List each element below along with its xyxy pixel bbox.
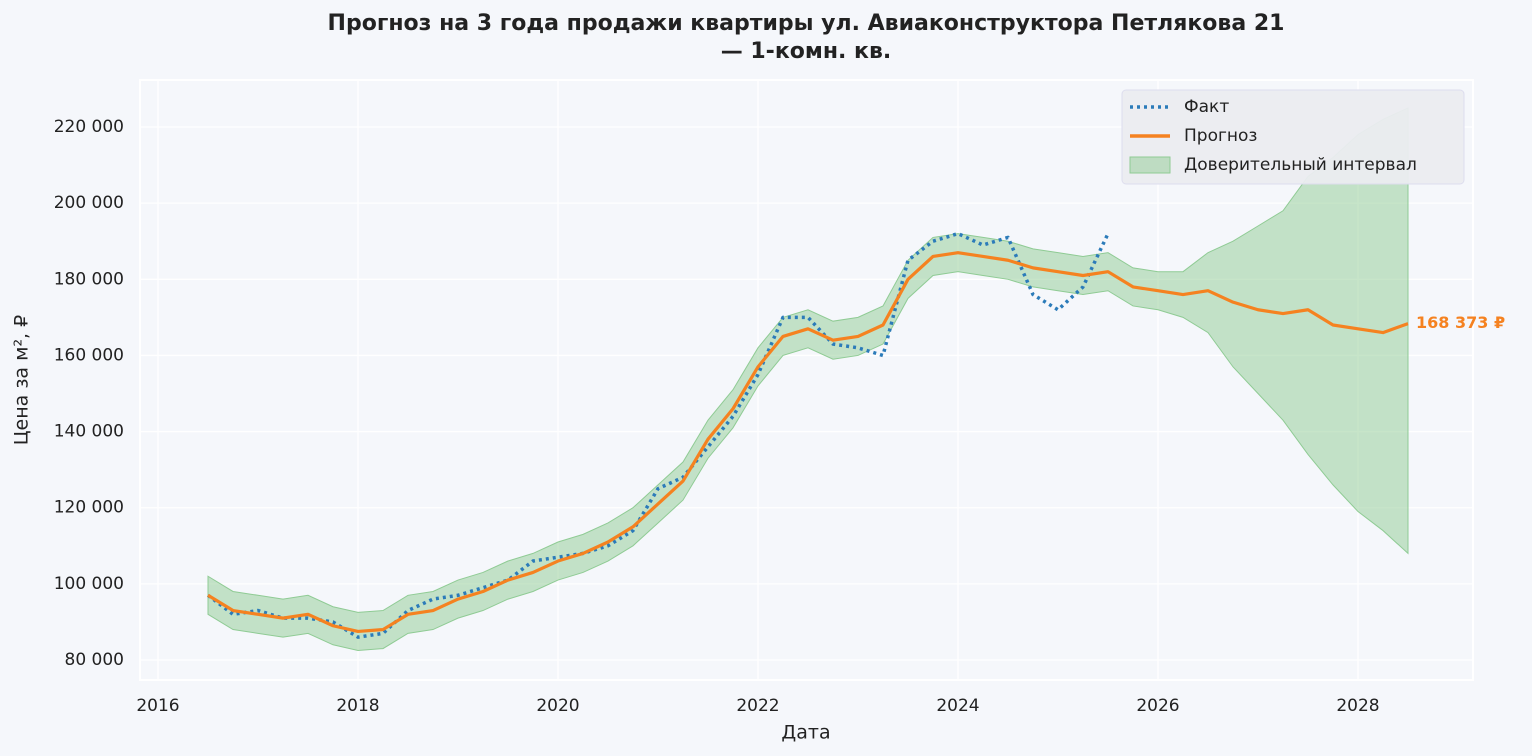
y-axis-label: Цена за м², ₽ [11, 315, 33, 445]
legend-label: Факт [1184, 97, 1229, 117]
x-tick-label: 2020 [536, 696, 579, 716]
x-tick-label: 2026 [1136, 696, 1179, 716]
y-tick-label: 180 000 [54, 269, 124, 289]
y-tick-label: 160 000 [54, 345, 124, 365]
y-tick-label: 100 000 [54, 574, 124, 594]
x-tick-label: 2018 [336, 696, 379, 716]
chart-title: Прогноз на 3 года продажи квартиры ул. А… [328, 11, 1285, 36]
y-tick-label: 80 000 [65, 650, 124, 670]
legend-label: Прогноз [1184, 126, 1257, 146]
x-tick-label: 2022 [736, 696, 779, 716]
y-tick-label: 140 000 [54, 422, 124, 442]
legend-swatch [1129, 156, 1171, 174]
legend-label: Доверительный интервал [1184, 155, 1417, 175]
y-tick-label: 220 000 [54, 117, 124, 137]
legend-box [1121, 89, 1465, 185]
end-annotation: 168 373 ₽ [1416, 313, 1505, 332]
series-line [207, 251, 1409, 634]
y-tick-label: 120 000 [54, 498, 124, 518]
y-tick-label: 200 000 [54, 193, 124, 213]
x-axis-label: Дата [781, 722, 830, 744]
x-tick-label: 2024 [936, 696, 979, 716]
chart-title: — 1-комн. кв. [721, 39, 892, 64]
series-line [206, 231, 1110, 639]
x-tick-label: 2016 [136, 696, 179, 716]
x-tick-label: 2028 [1336, 696, 1379, 716]
confidence-band [207, 107, 1409, 651]
